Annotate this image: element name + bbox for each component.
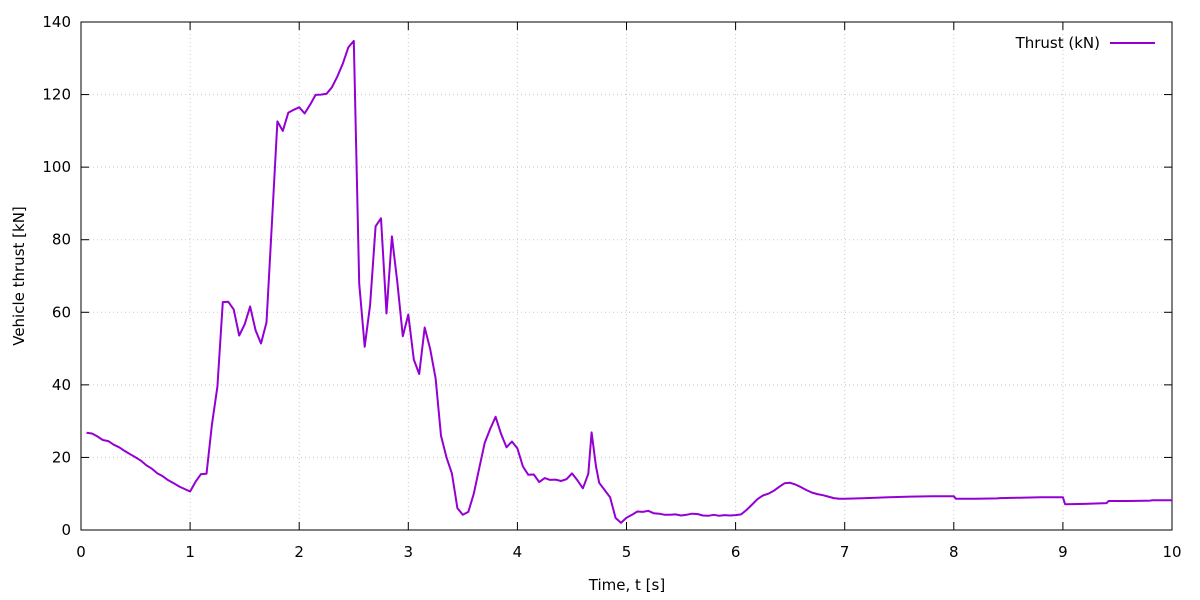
- x-tick-label: 2: [294, 543, 304, 561]
- y-tick-label: 80: [52, 231, 71, 249]
- axis-ticks: [80, 21, 1173, 531]
- y-tick-label: 140: [42, 13, 71, 31]
- x-tick-label: 7: [840, 543, 850, 561]
- y-axis-label: Vehicle thrust [kN]: [10, 206, 28, 346]
- x-tick-labels: 0 1 2 3 4 5 6 7 8 9 10: [76, 543, 1181, 561]
- x-tick-label: 1: [185, 543, 195, 561]
- legend-label: Thrust (kN): [1015, 34, 1100, 52]
- y-tick-label: 40: [52, 376, 71, 394]
- x-tick-label: 6: [731, 543, 741, 561]
- y-tick-labels: 0 20 40 60 80 100 120 140: [42, 13, 71, 539]
- x-tick-label: 9: [1058, 543, 1068, 561]
- x-axis-label: Time, t [s]: [588, 576, 665, 594]
- x-tick-label: 5: [622, 543, 632, 561]
- y-tick-label: 60: [52, 303, 71, 321]
- series-line-thrust: [86, 39, 1172, 524]
- series-layer: [86, 39, 1172, 524]
- y-tick-label: 0: [61, 521, 71, 539]
- y-tick-label: 120: [42, 86, 71, 104]
- y-tick-label: 20: [52, 448, 71, 466]
- y-tick-label: 100: [42, 158, 71, 176]
- x-tick-label: 3: [404, 543, 414, 561]
- x-tick-label: 4: [513, 543, 523, 561]
- x-tick-label: 8: [949, 543, 959, 561]
- legend: Thrust (kN): [1015, 34, 1155, 52]
- x-tick-label: 10: [1162, 543, 1181, 561]
- x-tick-label: 0: [76, 543, 86, 561]
